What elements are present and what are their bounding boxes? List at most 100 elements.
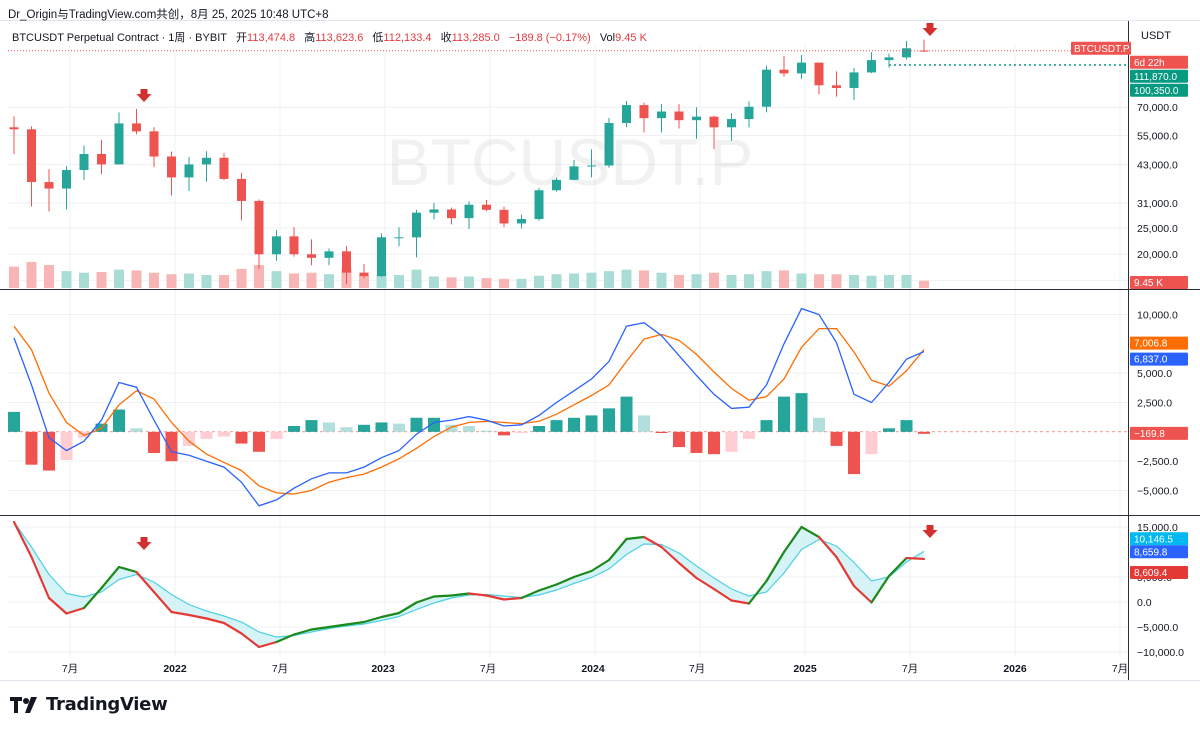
candle-body[interactable] <box>604 123 614 166</box>
candle-body[interactable] <box>849 72 859 88</box>
candle-body[interactable] <box>202 157 211 165</box>
candle-body[interactable] <box>657 111 666 119</box>
candle-body[interactable] <box>254 200 264 255</box>
oscillator-fast-segment[interactable] <box>642 535 663 549</box>
candle-body[interactable] <box>639 105 649 119</box>
candle-body[interactable] <box>289 236 299 255</box>
oscillator-fast-segment[interactable] <box>415 595 436 604</box>
candle-body[interactable] <box>132 123 141 132</box>
oscillator-fast-segment[interactable] <box>345 620 366 626</box>
candle-body[interactable] <box>674 111 684 121</box>
oscillator-fast-segment[interactable] <box>712 587 733 602</box>
macd-signal-line[interactable] <box>13 325 925 495</box>
candle-body[interactable] <box>149 131 159 157</box>
oscillator-fast-segment[interactable] <box>257 640 278 649</box>
candle-body[interactable] <box>324 251 334 258</box>
candle-body[interactable] <box>692 116 701 121</box>
candle-body[interactable] <box>867 60 876 73</box>
candle-body[interactable] <box>832 85 841 88</box>
candle-body[interactable] <box>394 237 404 239</box>
candle-body[interactable] <box>744 106 754 120</box>
candle-body[interactable] <box>517 219 526 224</box>
candle-body[interactable] <box>709 116 719 128</box>
oscillator-fast-segment[interactable] <box>310 625 331 631</box>
oscillator-fast-segment[interactable] <box>450 592 471 597</box>
oscillator-fast-segment[interactable] <box>607 537 628 562</box>
oscillator-fast-segment[interactable] <box>800 525 821 539</box>
candle-body[interactable] <box>272 236 281 255</box>
candle-body[interactable] <box>622 105 631 124</box>
candle-body[interactable] <box>884 57 894 61</box>
oscillator-fast-segment[interactable] <box>520 589 541 600</box>
oscillator-fast-segment[interactable] <box>485 594 506 601</box>
candle-body[interactable] <box>97 153 106 165</box>
oscillator-fast-segment[interactable] <box>362 615 383 624</box>
oscillator-fast-segment[interactable] <box>432 594 453 598</box>
candle-body[interactable] <box>167 156 176 178</box>
candle-body[interactable] <box>79 153 89 171</box>
oscillator-fast-segment[interactable] <box>100 565 121 590</box>
candle-body[interactable] <box>797 62 806 74</box>
oscillator-fast-segment[interactable] <box>695 576 716 591</box>
candle-body[interactable] <box>377 237 386 277</box>
oscillator-fast-segment[interactable] <box>502 596 523 601</box>
oscillator-fast-segment[interactable] <box>380 611 401 619</box>
oscillator-fast-segment[interactable] <box>292 628 313 636</box>
oscillator-fast-segment[interactable] <box>135 570 156 594</box>
macd-line[interactable] <box>13 307 925 507</box>
candle-body[interactable] <box>569 166 579 180</box>
oscillator-fast-segment[interactable] <box>47 596 68 615</box>
oscillator-fast-segment[interactable] <box>117 565 138 574</box>
candle-body[interactable] <box>762 69 771 107</box>
candle-body[interactable] <box>412 212 421 238</box>
candle-body[interactable] <box>307 254 316 258</box>
oscillator-fast-segment[interactable] <box>887 556 908 578</box>
candle-body[interactable] <box>534 190 544 220</box>
tradingview-logo[interactable]: TradingView <box>10 694 168 715</box>
oscillator-fast-segment[interactable] <box>660 545 681 565</box>
oscillator-fast-segment[interactable] <box>397 601 418 615</box>
oscillator-fast-segment[interactable] <box>205 617 226 625</box>
oscillator-fast-segment[interactable] <box>590 558 611 573</box>
candle-body[interactable] <box>482 204 491 210</box>
candle-body[interactable] <box>184 164 194 178</box>
candle-body[interactable] <box>447 209 456 219</box>
oscillator-fast-segment[interactable] <box>82 586 103 610</box>
oscillator-fast-segment[interactable] <box>625 535 646 541</box>
oscillator-fast-segment[interactable] <box>467 592 488 597</box>
price-pane[interactable] <box>8 39 1128 288</box>
oscillator-fast-segment[interactable] <box>537 583 558 592</box>
oscillator-fast-segment[interactable] <box>905 556 926 561</box>
candle-body[interactable] <box>62 170 71 189</box>
oscillator-fast-segment[interactable] <box>240 632 261 649</box>
candle-body[interactable] <box>727 119 736 128</box>
candle-body[interactable] <box>499 209 509 224</box>
candle-body[interactable] <box>814 62 824 86</box>
oscillator-fast-segment[interactable] <box>817 535 838 559</box>
oscillator-pane[interactable] <box>12 520 926 649</box>
oscillator-fast-segment[interactable] <box>187 613 208 620</box>
oscillator-fast-segment[interactable] <box>327 623 348 629</box>
oscillator-fast-segment[interactable] <box>765 550 786 583</box>
oscillator-fast-segment[interactable] <box>30 555 51 600</box>
candle-body[interactable] <box>44 182 54 189</box>
candle-body[interactable] <box>464 204 474 219</box>
oscillator-fast-segment[interactable] <box>275 633 296 644</box>
macd-pane[interactable] <box>8 307 1128 507</box>
candle-body[interactable] <box>779 69 789 74</box>
candle-body[interactable] <box>429 209 439 213</box>
candle-body[interactable] <box>114 123 124 165</box>
oscillator-fast-segment[interactable] <box>730 599 751 605</box>
oscillator-fast-segment[interactable] <box>572 569 593 579</box>
candle-body[interactable] <box>219 157 229 179</box>
oscillator-fast-segment[interactable] <box>835 555 856 588</box>
oscillator-fast-segment[interactable] <box>747 579 768 605</box>
candle-body[interactable] <box>237 178 246 201</box>
candle-body[interactable] <box>587 165 596 167</box>
axis-unit[interactable]: USDT <box>1141 30 1171 42</box>
candle-body[interactable] <box>902 48 911 58</box>
oscillator-fast-segment[interactable] <box>170 610 191 617</box>
symbol-name[interactable]: BTCUSDT Perpetual Contract · 1周 · BYBIT <box>12 32 227 44</box>
oscillator-fast-segment[interactable] <box>555 575 576 586</box>
